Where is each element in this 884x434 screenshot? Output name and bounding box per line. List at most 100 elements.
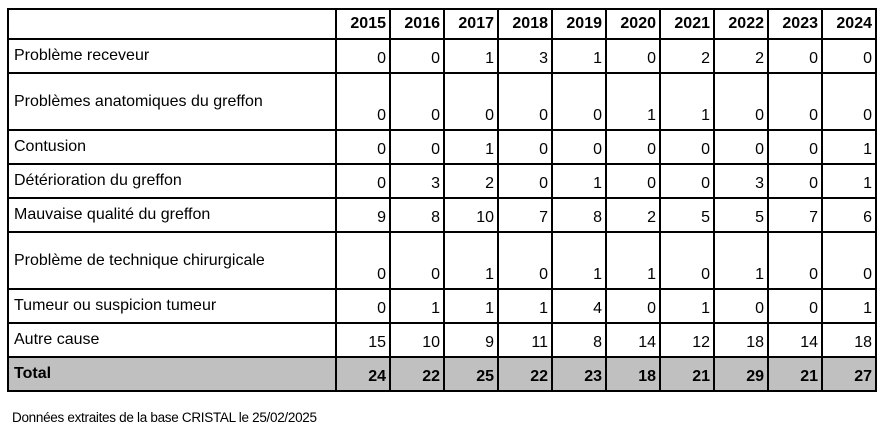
cell: 1 xyxy=(551,38,607,74)
cell: 0 xyxy=(713,129,769,165)
cell: 0 xyxy=(443,72,499,131)
cell: 14 xyxy=(767,322,823,358)
cell: 1 xyxy=(821,288,877,324)
table-row: Autre cause 15 10 9 11 8 14 12 18 14 18 xyxy=(7,322,877,358)
cell: 1 xyxy=(605,231,661,290)
cell: 0 xyxy=(335,288,391,324)
cell: 0 xyxy=(659,163,715,199)
cell: 0 xyxy=(551,129,607,165)
cell: 0 xyxy=(821,38,877,74)
year-header: 2023 xyxy=(767,8,823,40)
year-header: 2019 xyxy=(551,8,607,40)
cell: 0 xyxy=(497,72,553,131)
cell: 15 xyxy=(335,322,391,358)
row-label: Contusion xyxy=(7,129,337,165)
cell: 25 xyxy=(443,356,499,392)
cell: 23 xyxy=(551,356,607,392)
year-header: 2022 xyxy=(713,8,769,40)
cell: 0 xyxy=(497,163,553,199)
cell: 0 xyxy=(659,231,715,290)
cell: 1 xyxy=(443,231,499,290)
cell: 4 xyxy=(551,288,607,324)
cell: 6 xyxy=(821,197,877,233)
table-row: Contusion 0 0 1 0 0 0 0 0 0 1 xyxy=(7,129,877,165)
table-row: Mauvaise qualité du greffon 9 8 10 7 8 2 5 5 7 6 xyxy=(7,197,877,233)
cell: 21 xyxy=(659,356,715,392)
cell: 1 xyxy=(443,38,499,74)
cell: 2 xyxy=(713,38,769,74)
table-row: Problème de technique chirurgicale 0 0 1 0 1 1… xyxy=(7,231,877,290)
cell: 0 xyxy=(335,72,391,131)
cell: 0 xyxy=(497,129,553,165)
cell: 0 xyxy=(335,38,391,74)
cell: 0 xyxy=(767,129,823,165)
cell: 0 xyxy=(605,288,661,324)
cell: 1 xyxy=(659,288,715,324)
year-header: 2024 xyxy=(821,8,877,40)
cell: 5 xyxy=(659,197,715,233)
cell: 0 xyxy=(389,38,445,74)
table-row: Problèmes anatomiques du greffon 0 0 0 0 0 1 1 0… xyxy=(7,72,877,131)
cell: 5 xyxy=(713,197,769,233)
cell: 1 xyxy=(443,288,499,324)
cell: 10 xyxy=(443,197,499,233)
cell: 0 xyxy=(551,72,607,131)
cell: 22 xyxy=(497,356,553,392)
cell: 0 xyxy=(335,129,391,165)
cell: 29 xyxy=(713,356,769,392)
cell: 0 xyxy=(713,288,769,324)
cell: 3 xyxy=(713,163,769,199)
cell: 1 xyxy=(497,288,553,324)
cell: 3 xyxy=(497,38,553,74)
cell: 1 xyxy=(821,129,877,165)
year-header: 2017 xyxy=(443,8,499,40)
footnote: Données extraites de la base CRISTAL le … xyxy=(12,410,317,425)
row-label: Total xyxy=(7,356,337,392)
header-row: 2015 2016 2017 2018 2019 2020 2021 2022 2023 2024 xyxy=(7,8,877,40)
cell: 2 xyxy=(659,38,715,74)
cell: 22 xyxy=(389,356,445,392)
row-label: Problème receveur xyxy=(7,38,337,74)
corner xyxy=(7,8,337,40)
cell: 1 xyxy=(443,129,499,165)
cell: 0 xyxy=(389,231,445,290)
cell: 0 xyxy=(389,72,445,131)
row-label: Problèmes anatomiques du greffon xyxy=(7,72,337,131)
table-row: Problème receveur 0 0 1 3 1 0 2 2 0 0 xyxy=(7,38,877,74)
cell: 0 xyxy=(497,231,553,290)
cell: 0 xyxy=(767,231,823,290)
cell: 0 xyxy=(713,72,769,131)
cell: 1 xyxy=(551,231,607,290)
year-header: 2015 xyxy=(335,8,391,40)
cell: 8 xyxy=(389,197,445,233)
row-label: Mauvaise qualité du greffon xyxy=(7,197,337,233)
cell: 0 xyxy=(767,288,823,324)
cell: 7 xyxy=(767,197,823,233)
cell: 2 xyxy=(443,163,499,199)
cell: 18 xyxy=(713,322,769,358)
cell: 21 xyxy=(767,356,823,392)
cell: 11 xyxy=(497,322,553,358)
cell: 0 xyxy=(821,72,877,131)
cell: 18 xyxy=(821,322,877,358)
cell: 0 xyxy=(767,38,823,74)
cell: 24 xyxy=(335,356,391,392)
cell: 1 xyxy=(551,163,607,199)
cell: 18 xyxy=(605,356,661,392)
data-table: 2015 2016 2017 2018 2019 2020 2021 2022 2023 2024… xyxy=(7,8,877,392)
cell: 8 xyxy=(551,322,607,358)
year-header: 2020 xyxy=(605,8,661,40)
row-label: Tumeur ou suspicion tumeur xyxy=(7,288,337,324)
cell: 9 xyxy=(443,322,499,358)
cell: 1 xyxy=(713,231,769,290)
year-header: 2021 xyxy=(659,8,715,40)
cell: 12 xyxy=(659,322,715,358)
row-label: Autre cause xyxy=(7,322,337,358)
cell: 0 xyxy=(605,129,661,165)
cell: 2 xyxy=(605,197,661,233)
table-row: Tumeur ou suspicion tumeur 0 1 1 1 4 0 1 0 0 1 xyxy=(7,288,877,324)
cell: 0 xyxy=(767,163,823,199)
cell: 9 xyxy=(335,197,391,233)
table-row: Total 24 22 25 22 23 18 21 29 21 27 xyxy=(7,356,877,392)
cell: 7 xyxy=(497,197,553,233)
